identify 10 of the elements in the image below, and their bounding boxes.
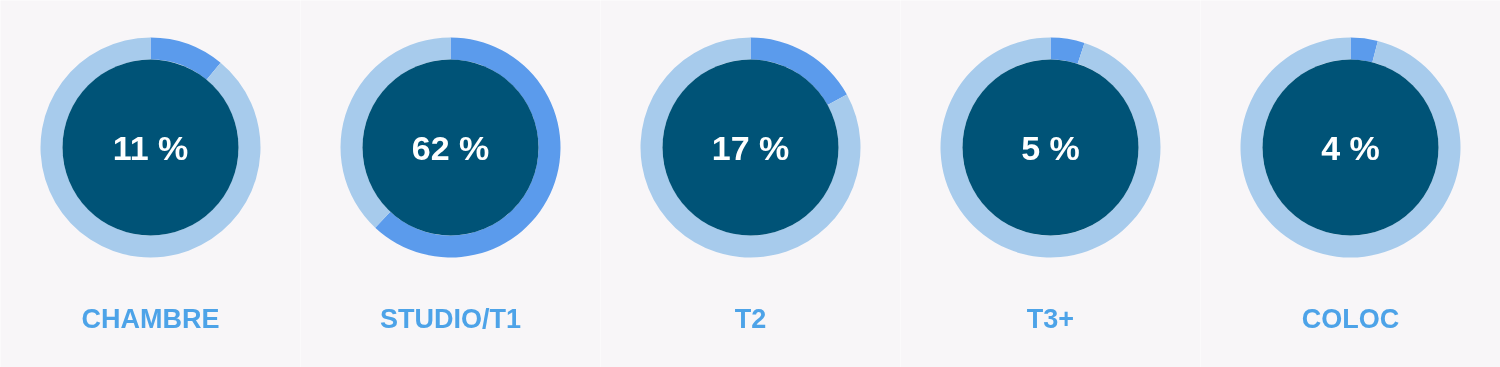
text: STUDIO/T1 <box>379 303 522 334</box>
text: 11 % <box>112 128 189 167</box>
text: T2 <box>734 303 767 334</box>
text: 5 % <box>1021 128 1080 167</box>
text: CHAMBRE <box>81 303 220 334</box>
text: T3+ <box>1026 303 1075 334</box>
text: COLOC <box>1301 303 1400 334</box>
text: 62 % <box>411 128 490 167</box>
text: 4 % <box>1321 128 1380 167</box>
text: 17 % <box>711 128 790 167</box>
